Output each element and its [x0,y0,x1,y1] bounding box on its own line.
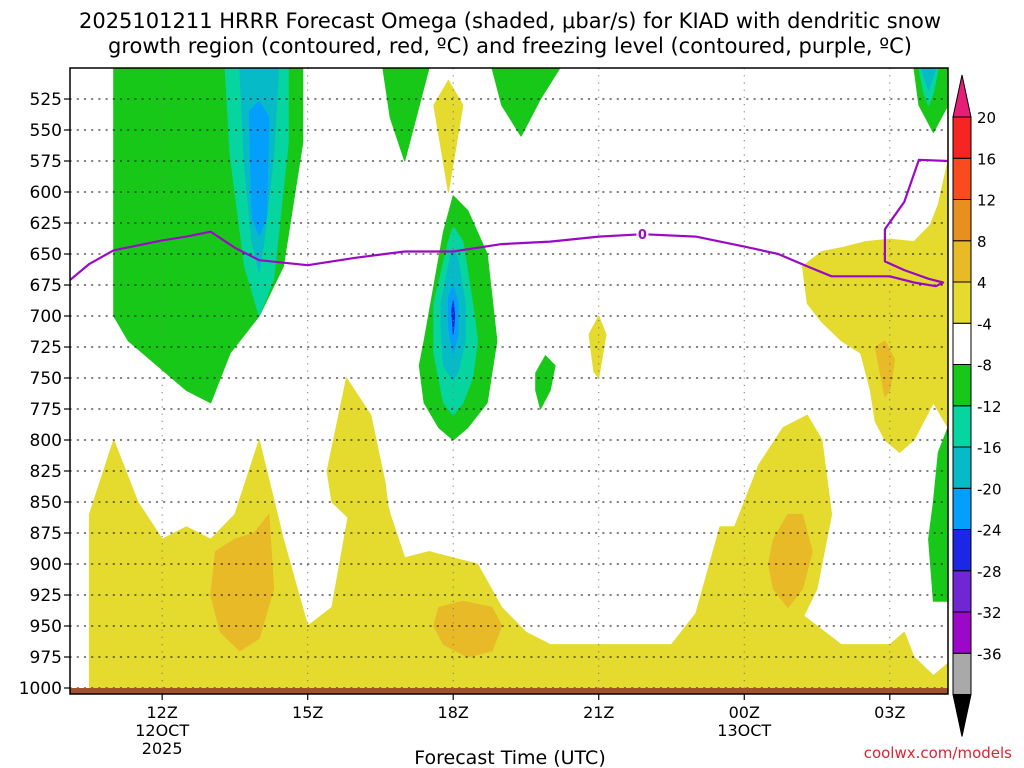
x-tick-label: 18Z [438,703,469,722]
colorbar-band [952,446,972,489]
omega-region-6-1 [326,377,391,540]
omega-region-10-3 [874,340,896,398]
omega-region-6-3 [588,315,607,379]
x-tick-label: 15Z [292,703,323,722]
x-axis-title: Forecast Time (UTC) [414,747,605,768]
colorbar-band [952,487,972,530]
colorbar-label: 16 [977,150,996,168]
colorbar-label: -20 [977,480,1002,498]
freezing-level-label-bg [636,227,649,242]
y-tick-label: 825 [30,462,62,482]
colorbar-label: -32 [977,604,1002,622]
plot-border [69,67,949,695]
y-tick-label: 800 [30,431,62,451]
colorbar-band [952,322,972,365]
omega-region-6-4 [802,191,948,453]
freezing-level-line [70,158,948,288]
x-tick-label: 13OCT [717,721,771,740]
y-tick-label: 975 [30,648,62,668]
omega-region-neg6-4 [535,355,556,410]
colorbar-band [952,199,972,242]
y-tick-label: 1000 [19,679,62,699]
chart-title-line-1: 2025101211 HRRR Forecast Omega (shaded, … [79,9,941,33]
colorbar: 20 16 12 8 4 -4 -8 -12 -16 -20 -24 -28 -32 -36 [952,74,1002,737]
y-tick-label: 600 [30,183,62,203]
x-tick-label: 12Z [147,703,178,722]
colorbar-label: -4 [977,315,992,333]
colorbar-band [952,405,972,448]
x-tick-label: 12OCT [135,721,189,740]
colorbar-band [952,570,972,613]
colorbar-bottom-arrow [952,694,972,737]
y-tick-label: 725 [30,338,62,358]
y-tick-label: 700 [30,307,62,327]
x-tick-label: 00Z [729,703,760,722]
colorbar-band [952,529,972,572]
omega-region-neg18-0 [249,101,270,236]
y-tick-label: 575 [30,152,62,172]
colorbar-label: -16 [977,439,1002,457]
omega-region-10-0 [210,513,275,652]
x-tick-label: 21Z [583,703,614,722]
omega-region-10-2 [768,513,813,608]
omega-region-10-1 [433,600,503,658]
colorbar-label: -12 [977,398,1002,416]
colorbar-label: -28 [977,563,1002,581]
colorbar-label: 4 [977,274,987,292]
colorbar-band [952,611,972,654]
omega-region-neg6-1 [382,68,430,162]
colorbar-label: -24 [977,522,1002,540]
y-tick-label: 875 [30,524,62,544]
y-tick-label: 850 [30,493,62,513]
colorbar-label: 8 [977,233,987,251]
colorbar-band [952,364,972,407]
colorbar-label: 12 [977,192,996,210]
y-axis: 525 550 575 600 625 650 675 700 725 750 775 800 825 8… [19,90,70,699]
colorbar-band [952,240,972,283]
credit-text: coolwx.com/models [864,744,1012,762]
omega-region-6-2 [433,79,464,193]
colorbar-top-arrow [952,74,972,118]
y-tick-label: 525 [30,90,62,110]
grid-lines [69,68,949,689]
omega-region-neg22-0 [451,300,456,336]
x-tick-label: 03Z [874,703,905,722]
y-tick-label: 900 [30,555,62,575]
colorbar-band [952,116,972,159]
colorbar-band [952,281,972,324]
omega-region-6-5 [923,160,948,280]
freezing-level-layer: 0 [70,158,948,288]
y-tick-label: 550 [30,121,62,141]
freezing-level-label: 0 [638,228,647,243]
ground-bar [70,688,948,694]
y-tick-label: 750 [30,369,62,389]
omega-region-neg6-7 [928,427,948,602]
colorbar-band [952,652,972,695]
y-tick-label: 625 [30,214,62,234]
colorbar-label: 20 [977,109,996,127]
y-tick-label: 650 [30,245,62,265]
x-tick-label: 2025 [142,739,183,758]
omega-region-neg6-2 [491,68,561,137]
colorbar-band [952,157,972,200]
y-tick-label: 675 [30,276,62,296]
colorbar-label: -8 [977,357,992,375]
y-tick-label: 925 [30,586,62,606]
omega-region-neg14-2 [920,68,937,91]
y-tick-label: 775 [30,400,62,420]
chart-title-line-2: growth region (contoured, red, ºC) and f… [108,34,912,58]
colorbar-label: -36 [977,645,1002,663]
y-tick-label: 950 [30,617,62,637]
